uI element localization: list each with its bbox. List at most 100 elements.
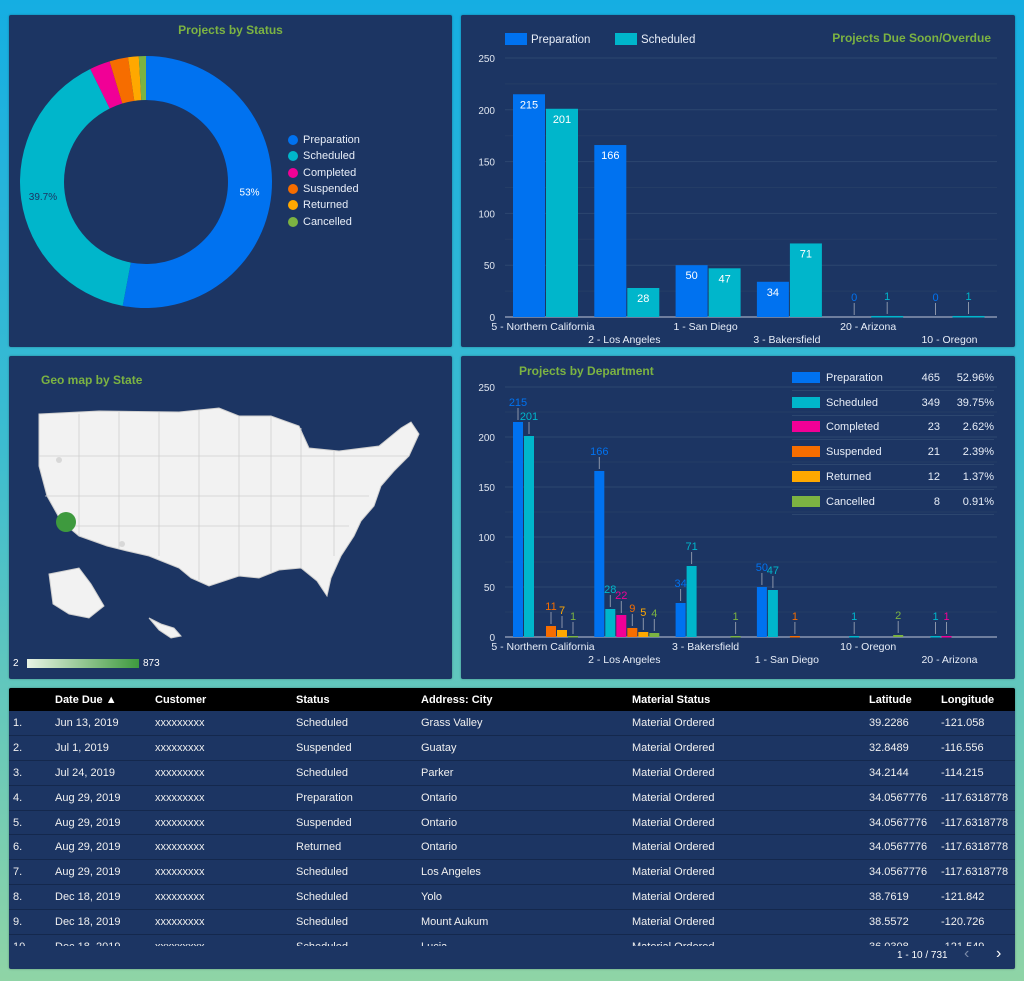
bar-completed[interactable] — [941, 636, 952, 638]
bar-scheduled[interactable] — [952, 315, 985, 318]
bar-preparation[interactable] — [513, 94, 545, 317]
legend-item-completed[interactable]: Completed — [288, 167, 356, 179]
column-header[interactable]: Date Due ▲ — [51, 688, 151, 711]
bar-preparation[interactable] — [756, 281, 789, 317]
table-cell: Yolo — [417, 884, 628, 910]
table-cell: -114.215 — [937, 760, 1015, 786]
bar-returned[interactable] — [557, 630, 567, 637]
legend-item-returned[interactable]: Returned — [288, 199, 348, 211]
bar-scheduled[interactable] — [546, 108, 578, 317]
donut-slice-cancelled[interactable] — [138, 56, 146, 101]
california-bubble[interactable] — [56, 512, 76, 532]
donut-slice-preparation[interactable] — [122, 56, 272, 308]
donut-slice-suspended[interactable] — [109, 57, 135, 104]
y-tick-label: 0 — [489, 313, 495, 324]
bar-scheduled[interactable] — [524, 436, 534, 637]
column-header[interactable]: Address: City — [417, 688, 628, 711]
bar-scheduled[interactable] — [627, 287, 660, 317]
column-header[interactable]: Status — [292, 688, 417, 711]
table-cell: 6. — [9, 834, 51, 861]
us-map[interactable] — [9, 356, 452, 679]
table-row[interactable]: 3. Jul 24, 2019 xxxxxxxxx Scheduled Parker Ma… — [9, 760, 1015, 786]
table-row[interactable]: 8. Dec 18, 2019 xxxxxxxxx Scheduled Yolo Mate… — [9, 884, 1015, 910]
column-header[interactable]: Latitude — [865, 688, 937, 711]
table-row[interactable]: 5. Aug 29, 2019 xxxxxxxxx Suspended Ontario M… — [9, 810, 1015, 836]
bar-completed[interactable] — [616, 615, 627, 637]
legend-item-suspended[interactable]: Suspended — [288, 183, 359, 195]
legend-dot-icon — [288, 183, 298, 194]
bar-returned[interactable] — [638, 632, 649, 637]
status-donut-chart[interactable]: 53% 39.7% — [9, 15, 452, 347]
bar-scheduled[interactable] — [708, 268, 741, 317]
table-cell: Scheduled — [292, 909, 417, 935]
legend-item-scheduled[interactable]: Scheduled — [288, 150, 355, 162]
data-label: 1 — [570, 611, 576, 623]
bar-scheduled[interactable] — [605, 609, 616, 637]
column-header[interactable] — [9, 688, 51, 711]
table-row[interactable]: 10.Dec 18, 2019xxxxxxxxxScheduledLuciaMa… — [9, 934, 1015, 946]
bar-preparation[interactable] — [675, 603, 686, 637]
legend-row-cancelled[interactable]: Cancelled 8 0.91% — [792, 495, 994, 515]
legend-swatch-preparation[interactable] — [505, 33, 527, 45]
bar-preparation[interactable] — [594, 471, 605, 637]
data-label: 1 — [943, 611, 949, 623]
next-page-button[interactable]: › — [996, 945, 1002, 962]
bar-cancelled[interactable] — [568, 636, 578, 638]
legend-swatch-scheduled[interactable] — [615, 33, 637, 45]
table-cell: 34.0567776 — [865, 834, 937, 861]
legend-row-preparation[interactable]: Preparation 465 52.96% — [792, 371, 994, 391]
table-cell: Scheduled — [292, 711, 417, 737]
x-tick-label: 20 - Arizona — [840, 321, 896, 333]
table-row[interactable]: 4. Aug 29, 2019 xxxxxxxxx Preparation Ontari… — [9, 785, 1015, 811]
table-cell: 4. — [9, 785, 51, 811]
column-header[interactable]: Material Status — [628, 688, 865, 711]
table-cell: Aug 29, 2019 — [51, 810, 151, 836]
table-row[interactable]: 6. Aug 29, 2019 xxxxxxxxx Returned Ontario Ma… — [9, 834, 1015, 861]
bar-preparation[interactable] — [594, 145, 627, 317]
table-cell: xxxxxxxxx — [151, 934, 292, 946]
legend-row-scheduled[interactable]: Scheduled 349 39.75% — [792, 396, 994, 416]
due-panel: Projects Due Soon/Overdue 0 50 100 150 200 25… — [461, 15, 1015, 347]
bar-suspended[interactable] — [789, 636, 800, 638]
bar-preparation[interactable] — [513, 422, 523, 637]
legend-item-preparation[interactable]: Preparation — [288, 134, 360, 146]
table-cell: Guatay — [417, 735, 628, 762]
donut-slice-returned[interactable] — [128, 56, 142, 101]
bar-scheduled[interactable] — [930, 636, 941, 638]
bar-scheduled[interactable] — [849, 636, 860, 638]
donut-slice-completed[interactable] — [90, 61, 123, 109]
bar-suspended[interactable] — [627, 628, 638, 637]
table-row[interactable]: 9. Dec 18, 2019 xxxxxxxxx Scheduled Mount Au… — [9, 909, 1015, 935]
prev-page-button[interactable]: ‹ — [964, 945, 970, 962]
legend-row-completed[interactable]: Completed 23 2.62% — [792, 420, 994, 441]
data-label: 28 — [604, 584, 616, 596]
column-header[interactable]: Longitude — [937, 688, 1015, 711]
bar-scheduled[interactable] — [871, 315, 904, 318]
table-cell: -116.556 — [937, 735, 1015, 762]
bar-scheduled[interactable] — [686, 566, 697, 637]
legend-row-suspended[interactable]: Suspended 21 2.39% — [792, 445, 994, 466]
bar-scheduled[interactable] — [767, 590, 778, 637]
geo-legend-min: 2 — [13, 658, 19, 669]
bar-preparation[interactable] — [756, 587, 767, 637]
legend-item-cancelled[interactable]: Cancelled — [288, 216, 352, 228]
bar-preparation[interactable] — [675, 265, 708, 317]
bar-cancelled[interactable] — [893, 635, 904, 637]
table-cell: Lucia — [417, 934, 628, 946]
x-tick-label: 5 - Northern California — [491, 321, 594, 333]
bar-suspended[interactable] — [546, 626, 556, 637]
table-row[interactable]: 7. Aug 29, 2019 xxxxxxxxx Scheduled Los Ange… — [9, 859, 1015, 886]
donut-slice-scheduled[interactable] — [19, 68, 131, 306]
legend-row-returned[interactable]: Returned 12 1.37% — [792, 470, 994, 490]
bar-cancelled[interactable] — [730, 636, 741, 638]
table-row[interactable]: 1. Jun 13, 2019 xxxxxxxxx Scheduled Grass Va… — [9, 711, 1015, 737]
data-label: 71 — [685, 541, 697, 553]
legend-label: Scheduled — [303, 150, 355, 163]
table-row[interactable]: 2. Jul 1, 2019 xxxxxxxxx Suspended Guatay Mat… — [9, 735, 1015, 762]
data-label: 1 — [792, 611, 798, 623]
bar-scheduled[interactable] — [789, 243, 822, 317]
column-header[interactable]: Customer — [151, 688, 292, 711]
bar-cancelled[interactable] — [649, 633, 660, 637]
